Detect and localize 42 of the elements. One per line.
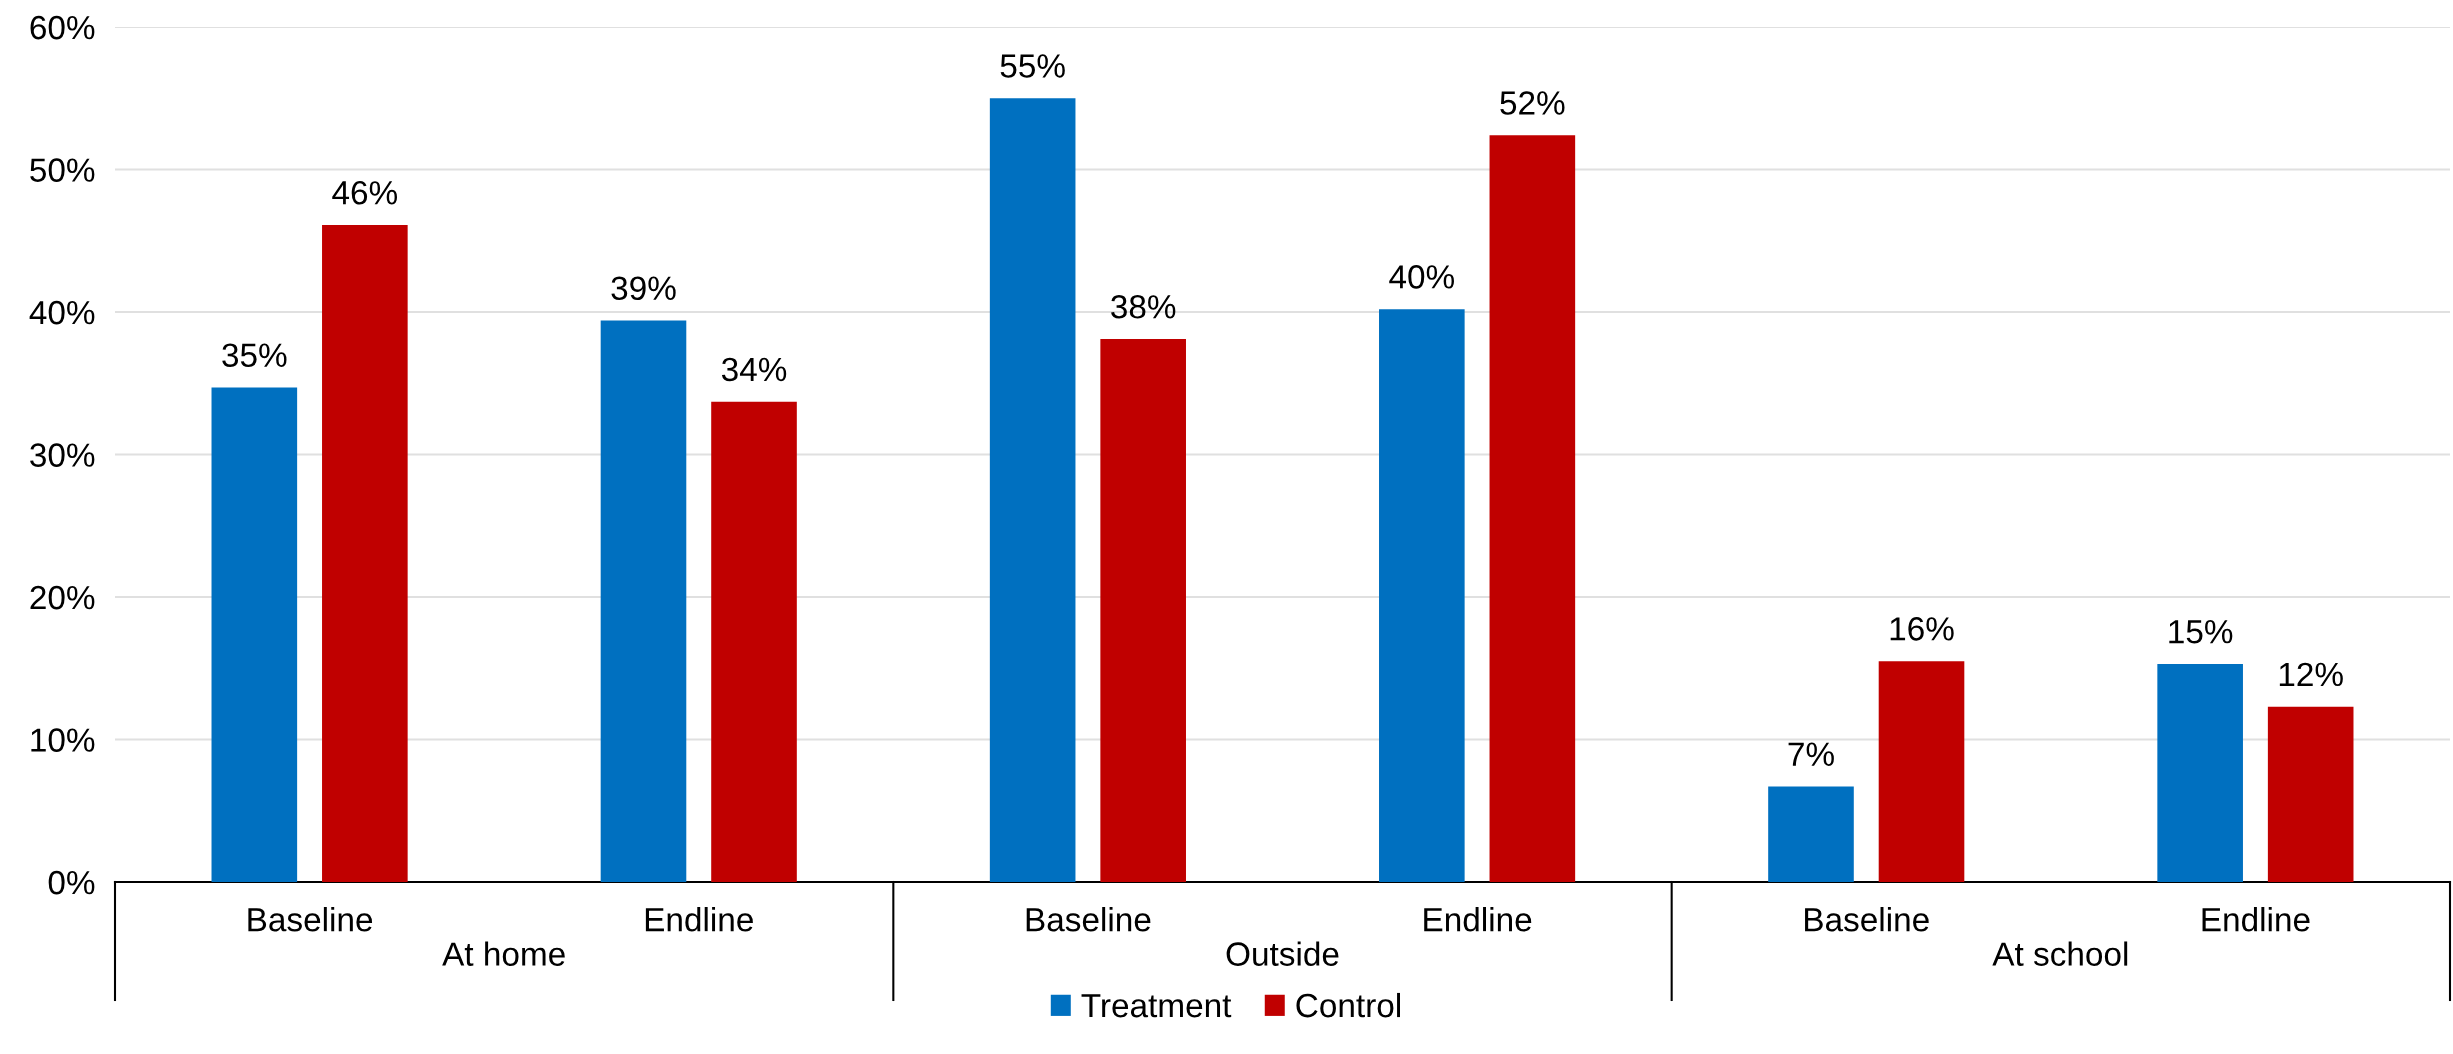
- y-tick-label: 30%: [30, 443, 95, 467]
- y-tick-label: 40%: [29, 300, 95, 325]
- bar: [1100, 339, 1186, 882]
- legend-label: Treatment: [1081, 994, 1232, 1018]
- y-tick-label: 50%: [30, 158, 95, 182]
- data-label: 16%: [1890, 617, 1954, 641]
- data-label: 52%: [1500, 91, 1565, 115]
- text: At school: [1992, 941, 2128, 966]
- text: At home: [442, 941, 565, 966]
- bar: [1489, 135, 1576, 882]
- data-label: 38%: [1111, 294, 1176, 319]
- x-tick-label: Endline: [645, 907, 753, 932]
- x-tick-label: Baseline: [1026, 907, 1151, 932]
- y-tick-label: 10%: [31, 728, 95, 752]
- bar: [2267, 706, 2354, 882]
- bar: [1878, 661, 1965, 882]
- bar: [600, 320, 687, 882]
- data-label: 55%: [1000, 54, 1065, 78]
- bar: [2157, 663, 2243, 882]
- x-tick-label: Endline: [1424, 907, 1532, 932]
- data-label: 12%: [2279, 662, 2343, 687]
- data-label: 15%: [2169, 620, 2233, 644]
- bar: [1768, 786, 1854, 882]
- bar: [322, 225, 408, 882]
- legend-label: Control: [1296, 992, 1400, 1018]
- data-label: 40%: [1389, 265, 1454, 289]
- bar: [989, 98, 1076, 882]
- data-label: 39%: [611, 276, 676, 301]
- x-tick-label: Baseline: [248, 907, 373, 932]
- y-tick-label: 0%: [48, 870, 95, 895]
- data-label: 35%: [222, 343, 287, 368]
- bar: [211, 387, 298, 882]
- y-tick-label: 60%: [30, 15, 95, 40]
- data-label: 46%: [332, 180, 398, 205]
- y-tick-label: 20%: [30, 585, 95, 610]
- text: Outside: [1226, 941, 1339, 966]
- x-tick-label: Endline: [2202, 907, 2310, 932]
- bar: [711, 401, 797, 882]
- x-tick-label: Baseline: [1805, 907, 1929, 932]
- data-label: 34%: [721, 357, 787, 382]
- bar: [1379, 309, 1465, 882]
- data-label: 7%: [1788, 742, 1834, 766]
